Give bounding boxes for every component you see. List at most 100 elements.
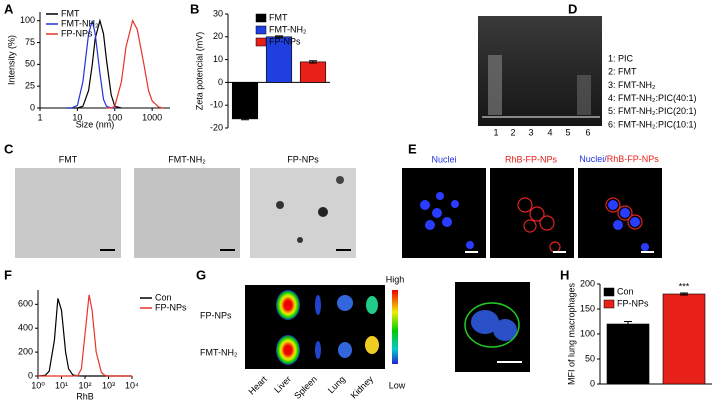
y-axis-label: MFI of lung macrophages <box>566 282 576 385</box>
lane-label: 6 <box>585 127 590 137</box>
error-bar <box>275 35 283 39</box>
panel-letter: B <box>190 1 199 16</box>
y-tick-label: 400 <box>18 323 33 333</box>
legend-text: 4: FMT-NH₂:PIC(40:1) <box>608 93 697 103</box>
organ-label: Kidney <box>349 374 376 401</box>
annotation: *** <box>679 281 690 291</box>
legend-text: 3: FMT-NH₂ <box>608 80 656 90</box>
row-label: FP-NPs <box>200 310 232 320</box>
legend-text: 6: FMT-NH₂:PIC(10:1) <box>608 119 697 129</box>
legend-text: FMT-NH₂ <box>269 24 307 34</box>
y-tick-label: 50 <box>585 353 595 363</box>
panel-letter: A <box>4 1 14 16</box>
y-tick-label: 50 <box>25 59 35 69</box>
bar <box>265 36 293 83</box>
legend-text: FP-NPs <box>617 298 649 308</box>
legend-text: FMT-NH₂ <box>61 18 99 28</box>
tem-images <box>15 168 356 258</box>
x-tick-label: 10⁰ <box>31 380 45 390</box>
y-tick-label: 100 <box>580 328 595 338</box>
legend-swatch <box>603 287 615 297</box>
legend-text: 1: PIC <box>608 53 634 63</box>
legend-swatch <box>255 13 267 23</box>
y-tick-label: 25 <box>25 81 35 91</box>
scale-label: High <box>386 274 405 284</box>
y-tick-label: 0 <box>30 102 35 112</box>
legend-text: FP-NPs <box>269 36 301 46</box>
x-tick-label: 1 <box>37 112 42 122</box>
label-part: RhB-FP-NPs <box>607 154 660 164</box>
organ-label: Spleen <box>292 374 319 401</box>
series-line <box>106 19 164 109</box>
panel-letter: C <box>4 141 14 156</box>
bar <box>231 82 259 120</box>
error-bar <box>241 117 249 121</box>
y-tick-label: 0 <box>218 77 223 87</box>
organ-label: Liver <box>272 374 293 395</box>
y-tick-label: 75 <box>25 37 35 47</box>
series-line <box>66 20 115 109</box>
scale-label: Low <box>389 380 406 390</box>
error-bar <box>680 292 688 296</box>
y-tick-label: 30 <box>213 8 223 18</box>
image-label: Nuclei/RhB-FP-NPs <box>579 154 659 164</box>
series-line <box>38 294 132 377</box>
y-tick-label: 200 <box>18 346 33 356</box>
organ-label: Heart <box>246 374 269 397</box>
bar <box>299 61 327 83</box>
y-tick-label: 0 <box>28 370 33 380</box>
x-tick-label: 10⁴ <box>125 380 139 390</box>
row-label: FMT-NH₂ <box>200 347 238 357</box>
legend-text: FP-NPs <box>61 28 93 38</box>
y-tick-label: 100 <box>20 15 35 25</box>
panel-letter: G <box>196 267 206 282</box>
legend-swatch <box>603 299 615 309</box>
image-label: FMT <box>59 154 78 164</box>
organ-label: Lung <box>326 374 347 395</box>
x-axis-label: RhB <box>76 391 94 401</box>
x-tick-label: 1000 <box>142 112 162 122</box>
error-bar <box>309 60 317 64</box>
legend-text: 2: FMT <box>608 67 637 77</box>
image-label: FMT-NH₂ <box>168 154 206 164</box>
error-bar <box>624 321 632 327</box>
legend-text: FP-NPs <box>155 302 187 312</box>
bar <box>606 323 650 385</box>
gel-image <box>478 16 602 126</box>
lane-label: 4 <box>547 127 552 137</box>
y-tick-label: 0 <box>590 378 595 388</box>
lane-label: 2 <box>510 127 515 137</box>
y-tick-label: -20 <box>210 122 223 132</box>
legend-swatch <box>255 25 267 35</box>
lane-label: 3 <box>528 127 533 137</box>
cell-image <box>455 282 530 372</box>
legend-text: FMT <box>61 8 80 18</box>
y-axis-label: Intensity (%) <box>6 35 16 85</box>
panel-letter: E <box>408 141 417 156</box>
legend-text: Con <box>617 286 634 296</box>
legend-swatch <box>255 37 267 47</box>
bar <box>662 293 706 385</box>
image-label: FP-NPs <box>287 154 319 164</box>
y-tick-label: 150 <box>580 303 595 313</box>
y-tick-label: 10 <box>213 54 223 64</box>
y-tick-label: 200 <box>580 278 595 288</box>
lane-label: 5 <box>565 127 570 137</box>
legend-text: Con <box>155 292 172 302</box>
y-tick-label: 600 <box>18 299 33 309</box>
label-part: Nuclei/ <box>579 154 607 164</box>
legend-text: FMT <box>269 12 288 22</box>
image-label: Nuclei <box>431 154 456 164</box>
y-tick-label: -10 <box>210 100 223 110</box>
panel-letter: D <box>568 1 577 16</box>
panel-letter: H <box>560 267 569 282</box>
x-tick-label: 10³ <box>102 380 115 390</box>
y-axis-label: Zeta potencial (mV) <box>194 32 204 111</box>
x-axis-label: Size (nm) <box>76 119 115 129</box>
x-tick-label: 10² <box>78 380 91 390</box>
legend-text: 5: FMT-NH₂:PIC(20:1) <box>608 106 697 116</box>
x-tick-label: 100 <box>107 112 122 122</box>
confocal-images <box>402 168 662 258</box>
y-tick-label: 20 <box>213 31 223 41</box>
